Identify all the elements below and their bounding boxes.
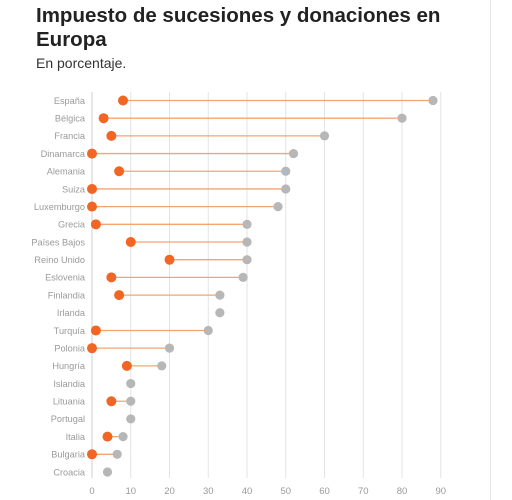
x-tick-label: 20 [164,486,175,497]
category-label: Francia [54,131,86,141]
category-label: Polonia [54,343,86,353]
category-label: Turquía [54,326,86,336]
high-value-dot [288,148,299,159]
x-tick-label: 30 [203,486,214,497]
low-value-dot [87,449,97,460]
low-value-dot [106,396,117,407]
x-tick-label: 70 [358,486,369,497]
low-value-dot [106,130,117,141]
category-label: Bulgaria [51,450,86,460]
high-value-dot [273,202,283,212]
high-value-dot [215,308,225,318]
category-label: Bélgica [55,113,86,123]
low-value-dot [90,325,101,336]
low-value-dot [164,254,175,265]
category-label: Eslovenia [45,273,86,283]
category-label: Islandia [53,379,86,389]
low-value-dot [90,219,101,230]
category-label: Reino Unido [34,255,85,265]
low-value-dot [114,166,125,177]
low-value-dot [87,201,97,212]
x-tick-label: 10 [125,486,136,497]
category-label: Croacia [53,467,86,477]
high-value-dot [157,361,167,371]
high-value-dot [428,95,438,106]
category-label: Italia [66,432,86,442]
chart-subtitle: En porcentaje. [36,55,127,71]
x-tick-label: 50 [280,486,291,497]
high-value-dot [126,414,136,424]
category-label: Grecia [58,220,86,230]
category-label: Dinamarca [41,149,86,159]
category-label: España [54,96,86,106]
low-value-dot [118,95,128,106]
high-value-dot [164,343,175,353]
high-value-dot [281,184,291,194]
low-value-dot [125,237,136,248]
x-tick-label: 40 [242,486,253,497]
x-tick-label: 0 [89,486,94,497]
high-value-dot [242,219,252,229]
x-tick-label: 60 [319,486,330,497]
x-tick-label: 90 [435,486,446,497]
high-value-dot [281,166,291,176]
low-value-dot [114,290,125,301]
x-tick-label: 80 [397,486,408,497]
category-label: Suiza [62,184,86,194]
chart-title: Impuesto de sucesiones y donaciones en E… [36,4,441,51]
divider-line [490,0,491,500]
category-label: Lituania [53,397,86,407]
high-value-dot [126,378,136,389]
high-value-dot [242,255,252,265]
high-value-dot [319,131,330,141]
low-value-dot [87,148,97,159]
high-value-dot [238,272,248,282]
high-value-dot [242,237,252,247]
low-value-dot [106,272,117,283]
category-label: Irlanda [57,308,86,318]
category-label: Hungría [52,361,86,371]
low-value-dot [121,360,132,371]
high-value-dot [102,467,113,477]
low-value-dot [98,113,109,124]
high-value-dot [126,396,136,406]
high-value-dot [118,432,128,442]
category-label: Luxemburgo [34,202,85,212]
category-label: Países Bajos [31,237,85,247]
low-value-dot [102,431,113,442]
high-value-dot [215,290,225,300]
category-label: Portugal [51,414,85,424]
low-value-dot [87,343,97,354]
low-value-dot [87,183,97,194]
category-label: Finlandia [48,290,86,300]
high-value-dot [112,449,122,459]
high-value-dot [397,113,407,123]
high-value-dot [203,325,213,336]
category-label: Alemania [47,167,86,177]
